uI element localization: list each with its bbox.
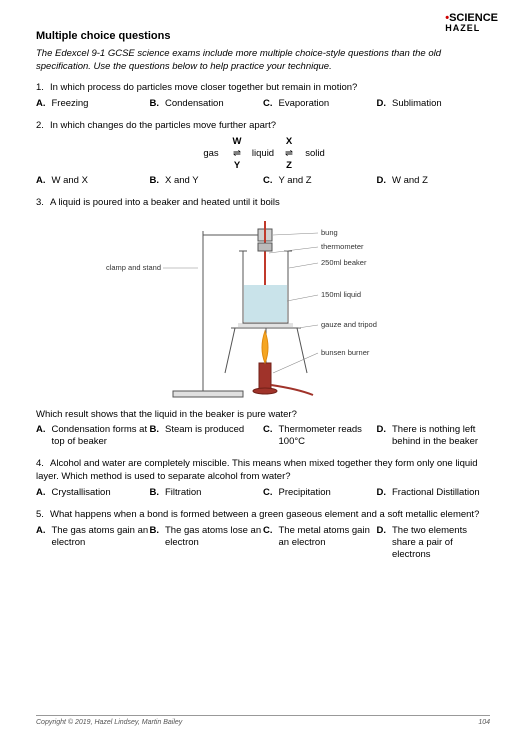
label-burner: bunsen burner (321, 348, 370, 357)
q1-opt-a[interactable]: A.Freezing (36, 98, 150, 110)
question-1: 1.In which process do particles move clo… (36, 82, 490, 94)
question-3: 3.A liquid is poured into a beaker and h… (36, 197, 490, 209)
page-footer: Copyright © 2019, Hazel Lindsey, Martin … (36, 715, 490, 726)
intro-text: The Edexcel 9-1 GCSE science exams inclu… (36, 48, 490, 74)
q2-opt-a[interactable]: A.W and X (36, 175, 150, 187)
label-bung: bung (321, 228, 338, 237)
label-liquid: 150ml liquid (321, 290, 361, 299)
q3-opt-a[interactable]: A.Condensation forms at top of beaker (36, 424, 150, 448)
q4-opt-b[interactable]: B.Filtration (150, 487, 264, 499)
q5-opt-a[interactable]: A.The gas atoms gain an electron (36, 525, 150, 561)
copyright-text: Copyright © 2019, Hazel Lindsey, Martin … (36, 719, 182, 726)
label-gauze: gauze and tripod (321, 320, 377, 329)
q5-opt-b[interactable]: B.The gas atoms lose an electron (150, 525, 264, 561)
q3-opt-d[interactable]: D.There is nothing left behind in the be… (377, 424, 491, 448)
brand-logo: •SCIENCE HAZEL (445, 14, 498, 32)
q3-opt-b[interactable]: B.Steam is produced (150, 424, 264, 448)
q5-opt-c[interactable]: C.The metal atoms gain an electron (263, 525, 377, 561)
q1-opt-c[interactable]: C.Evaporation (263, 98, 377, 110)
q1-opt-d[interactable]: D.Sublimation (377, 98, 491, 110)
page-title: Multiple choice questions (36, 30, 490, 42)
q2-scheme: WX gas⇌liquid⇌solid YZ (36, 136, 490, 171)
q2-opt-c[interactable]: C.Y and Z (263, 175, 377, 187)
label-therm: thermometer (321, 242, 364, 251)
q2-opt-d[interactable]: D.W and Z (377, 175, 491, 187)
question-2: 2.In which changes do the particles move… (36, 120, 490, 132)
q3-opt-c[interactable]: C.Thermometer reads 100°C (263, 424, 377, 448)
apparatus-diagram: clamp and stand bung thermometer 250ml b… (36, 213, 490, 403)
label-beaker: 250ml beaker (321, 258, 367, 267)
q4-opt-d[interactable]: D.Fractional Distillation (377, 487, 491, 499)
q5-opt-d[interactable]: D.The two elements share a pair of elect… (377, 525, 491, 561)
q3-subquestion: Which result shows that the liquid in th… (36, 409, 490, 420)
question-5: 5.What happens when a bond is formed bet… (36, 509, 490, 521)
page-number: 104 (478, 719, 490, 726)
q4-opt-c[interactable]: C.Precipitation (263, 487, 377, 499)
q2-opt-b[interactable]: B.X and Y (150, 175, 264, 187)
q4-options: A.Crystallisation B.Filtration C.Precipi… (36, 487, 490, 499)
q5-options: A.The gas atoms gain an electron B.The g… (36, 525, 490, 561)
question-4: 4.Alcohol and water are completely misci… (36, 458, 490, 483)
q1-options: A.Freezing B.Condensation C.Evaporation … (36, 98, 490, 110)
q4-opt-a[interactable]: A.Crystallisation (36, 487, 150, 499)
q3-options: A.Condensation forms at top of beaker B.… (36, 424, 490, 448)
q1-opt-b[interactable]: B.Condensation (150, 98, 264, 110)
label-clamp: clamp and stand (106, 263, 161, 272)
q2-options: A.W and X B.X and Y C.Y and Z D.W and Z (36, 175, 490, 187)
